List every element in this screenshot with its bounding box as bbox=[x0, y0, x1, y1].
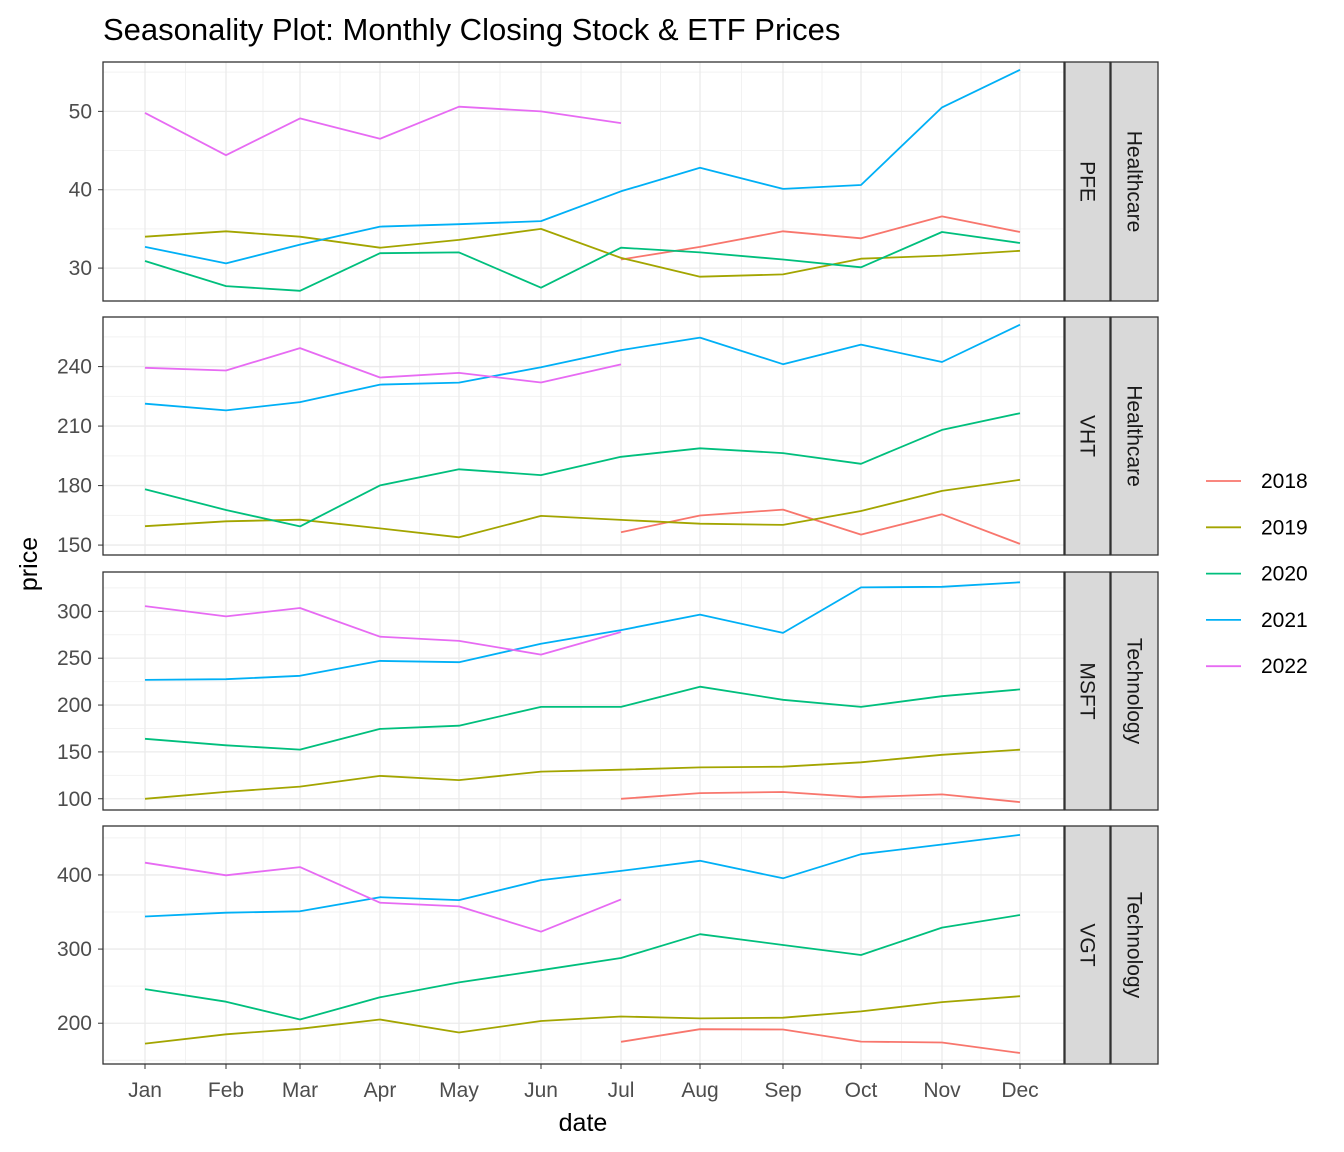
strip-label-sector: Technology bbox=[1123, 892, 1146, 999]
series-line-2022 bbox=[144, 105, 622, 157]
series-line-2021 bbox=[144, 834, 1021, 918]
x-tick-label: Apr bbox=[364, 1079, 397, 1102]
strip-sector bbox=[1110, 316, 1159, 556]
series-line-2021 bbox=[144, 68, 1021, 265]
panel-background bbox=[103, 572, 1064, 810]
series-line-2020 bbox=[144, 685, 1021, 751]
y-tick-label: 150 bbox=[57, 534, 92, 557]
legend-label-2020: 2020 bbox=[1261, 563, 1308, 586]
y-tick-label: 200 bbox=[57, 1012, 92, 1035]
y-tick-label: 400 bbox=[57, 864, 92, 887]
series-line-2020 bbox=[144, 914, 1021, 1021]
panel-vht: 150 180 210 240 VHT Healthcare bbox=[57, 316, 1159, 557]
panel-border bbox=[102, 571, 1065, 811]
y-tick-label: 200 bbox=[57, 694, 92, 717]
strip-label-symbol: VGT bbox=[1076, 923, 1099, 966]
strip-symbol bbox=[1064, 825, 1111, 1065]
panel-background bbox=[103, 826, 1064, 1064]
y-tick-label: 210 bbox=[57, 415, 92, 438]
y-tick-label: 250 bbox=[57, 647, 92, 670]
legend-label-2019: 2019 bbox=[1261, 516, 1308, 539]
x-tick-label: May bbox=[439, 1079, 479, 1102]
series-line-2022 bbox=[144, 861, 622, 933]
y-tick-label: 50 bbox=[69, 100, 92, 123]
x-axis: Jan Feb Mar Apr May Jun Jul Aug Sep Oct Nov Dec bbox=[128, 1064, 1039, 1102]
panel-border bbox=[102, 316, 1065, 556]
panel-border bbox=[102, 825, 1065, 1065]
strip-label-sector: Technology bbox=[1123, 638, 1146, 745]
strip-label-symbol: VHT bbox=[1076, 415, 1099, 457]
y-tick-label: 240 bbox=[57, 356, 92, 379]
strip-sector bbox=[1110, 61, 1159, 302]
strip-label-sector: Healthcare bbox=[1123, 131, 1146, 233]
x-tick-label: Jul bbox=[608, 1079, 635, 1102]
series-line-2020 bbox=[144, 231, 1021, 292]
legend-label-2022: 2022 bbox=[1261, 655, 1308, 678]
panel-pfe: 30 40 50 PFE Healthcare bbox=[69, 61, 1159, 302]
legend-label-2018: 2018 bbox=[1261, 470, 1308, 493]
strip-label-symbol: MSFT bbox=[1076, 662, 1099, 719]
series-line-2018 bbox=[620, 508, 1021, 545]
y-tick-label: 150 bbox=[57, 741, 92, 764]
x-tick-label: Jun bbox=[524, 1079, 558, 1102]
x-tick-label: Feb bbox=[208, 1079, 244, 1102]
y-axis-title: price bbox=[15, 537, 43, 591]
series-line-2022 bbox=[144, 347, 622, 384]
y-tick-label: 180 bbox=[57, 475, 92, 498]
strip-sector bbox=[1110, 571, 1159, 811]
y-tick-label: 300 bbox=[57, 600, 92, 623]
series-line-2021 bbox=[144, 581, 1021, 681]
x-tick-label: Aug bbox=[681, 1079, 718, 1102]
series-line-2018 bbox=[620, 215, 1021, 261]
x-tick-label: Oct bbox=[845, 1079, 878, 1102]
strip-symbol bbox=[1064, 61, 1111, 302]
strip-label-sector: Healthcare bbox=[1123, 385, 1146, 487]
strip-label-symbol: PFE bbox=[1076, 161, 1099, 202]
series-line-2019 bbox=[144, 227, 1021, 278]
series-line-2018 bbox=[620, 791, 1021, 803]
y-tick-label: 40 bbox=[69, 179, 92, 202]
panel-vgt: 200 300 400 VGT Technology bbox=[57, 825, 1159, 1065]
panel-msft: 100 150 200 250 300 MSFT Technology bbox=[57, 571, 1159, 811]
series-line-2019 bbox=[144, 478, 1021, 539]
y-tick-label: 30 bbox=[69, 257, 92, 280]
series-line-2018 bbox=[620, 1028, 1021, 1054]
strip-symbol bbox=[1064, 571, 1111, 811]
y-tick-label: 100 bbox=[57, 788, 92, 811]
panel-background bbox=[103, 62, 1064, 301]
chart-title: Seasonality Plot: Monthly Closing Stock … bbox=[103, 12, 840, 47]
legend-label-2021: 2021 bbox=[1261, 609, 1308, 632]
series-line-2020 bbox=[144, 412, 1021, 528]
strip-sector bbox=[1110, 825, 1159, 1065]
series-line-2021 bbox=[144, 323, 1021, 412]
series-line-2019 bbox=[144, 995, 1021, 1045]
strip-symbol bbox=[1064, 316, 1111, 556]
x-tick-label: Mar bbox=[282, 1079, 318, 1102]
x-axis-title: date bbox=[559, 1109, 608, 1137]
x-tick-label: Sep bbox=[764, 1079, 801, 1102]
y-tick-label: 300 bbox=[57, 938, 92, 961]
facet-panels: 30 40 50 PFE Healthcare 150 180 210 240 VHT Health… bbox=[57, 61, 1159, 1065]
series-line-2019 bbox=[144, 748, 1021, 800]
legend: 2018 2019 2020 2021 2022 bbox=[1206, 470, 1308, 678]
x-tick-label: Dec bbox=[1001, 1079, 1038, 1102]
panel-border bbox=[102, 61, 1065, 302]
x-tick-label: Nov bbox=[923, 1079, 961, 1102]
x-tick-label: Jan bbox=[128, 1079, 162, 1102]
series-line-2022 bbox=[144, 605, 622, 656]
